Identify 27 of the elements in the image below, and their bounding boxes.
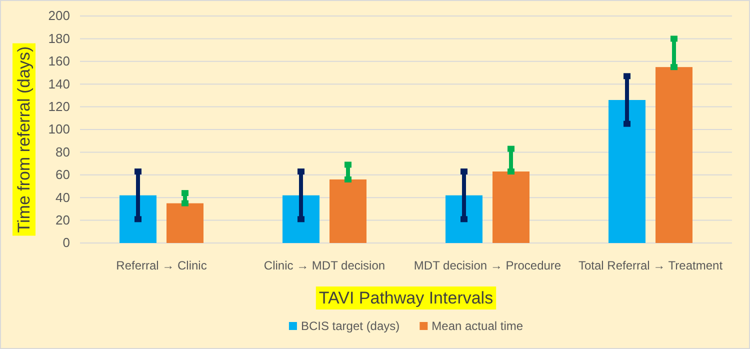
bar — [656, 67, 692, 243]
y-tick-label: 40 — [56, 190, 70, 205]
x-axis-title: TAVI Pathway Intervals — [318, 288, 494, 308]
y-tick-label: 100 — [48, 122, 70, 137]
x-tick-label: Clinic → MDT decision — [264, 258, 386, 273]
y-tick-label: 80 — [56, 144, 70, 160]
y-tick-label: 200 — [48, 8, 70, 24]
y-tick-label: 60 — [56, 167, 70, 182]
y-tick-label: 160 — [48, 54, 70, 69]
y-axis-title: Time from referral (days) — [14, 46, 34, 233]
bar — [120, 195, 156, 243]
legend-label: Mean actual time — [432, 319, 524, 333]
bar — [492, 171, 530, 243]
x-tick-label: Total Referral → Treatment — [578, 258, 724, 273]
bar — [330, 179, 366, 243]
bar — [608, 100, 646, 243]
bar — [446, 195, 482, 243]
x-tick-label: Referral → Clinic — [116, 258, 207, 273]
y-tick-label: 0 — [62, 235, 70, 250]
x-tick-label: MDT decision → Procedure — [414, 258, 562, 273]
bar — [166, 203, 204, 243]
y-tick-label: 180 — [48, 30, 70, 46]
y-tick-label: 120 — [48, 98, 70, 114]
y-tick-label: 140 — [48, 76, 70, 92]
bar — [282, 195, 320, 243]
legend-label: BCIS target (days) — [300, 319, 400, 333]
y-tick-label: 20 — [56, 212, 70, 228]
